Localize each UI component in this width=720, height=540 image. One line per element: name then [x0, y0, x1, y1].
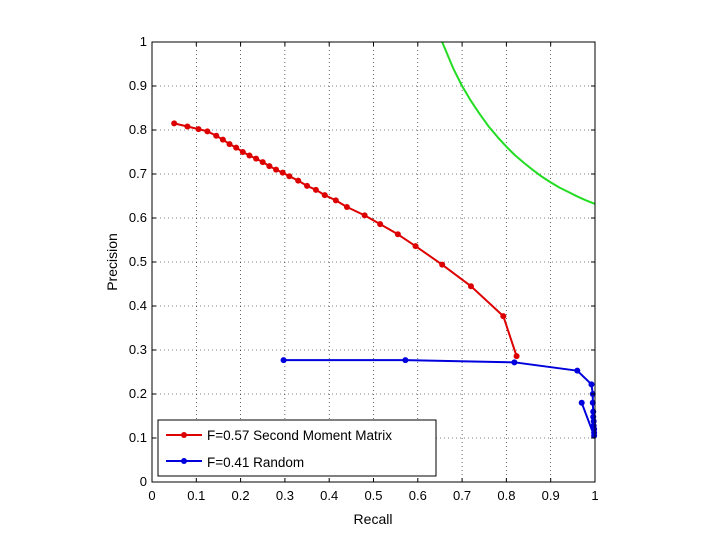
series-second-moment-matrix-point: [286, 173, 293, 180]
series-second-moment-matrix-point: [273, 166, 280, 173]
series-second-moment-matrix-point: [219, 136, 226, 143]
legend-box: [157, 419, 437, 477]
series-second-moment-matrix-point: [233, 144, 240, 151]
series-second-moment-matrix-point: [246, 152, 253, 159]
series-second-moment-matrix-point: [195, 126, 202, 133]
x-tick-label: 0.1: [187, 488, 205, 503]
x-tick-label: 0.7: [453, 488, 471, 503]
series-random-point: [589, 399, 596, 406]
series-second-moment-matrix-point: [377, 221, 384, 228]
series-second-moment-matrix-point: [312, 186, 319, 193]
series-random-point: [402, 357, 409, 364]
series-second-moment-matrix-point: [213, 132, 220, 139]
legend: F=0.57 Second Moment Matrix F=0.41 Rando…: [157, 419, 437, 477]
grid: [152, 42, 595, 482]
y-tick-label: 0.7: [129, 166, 147, 181]
y-tick-label: 0: [140, 474, 147, 489]
y-tick-label: 0.3: [129, 342, 147, 357]
y-tick-label: 0.6: [129, 210, 147, 225]
legend-label-second-moment: F=0.57 Second Moment Matrix: [207, 428, 392, 443]
ticks: 0 0.1 0.2 0.3 0.4 0.5 0.6 0.7 0.8 0.9 1 0 0.1 0.2 0.3 0…: [129, 34, 599, 503]
series-random-point: [511, 359, 518, 366]
x-tick-label: 0.2: [232, 488, 250, 503]
series-second-moment-matrix-point: [279, 169, 286, 176]
x-tick-label: 1: [591, 488, 598, 503]
series-second-moment-matrix-point: [266, 163, 273, 170]
series-second-moment-matrix-point: [321, 192, 328, 199]
series-layer: [171, 41, 598, 439]
series-f-contour-line: [441, 41, 596, 205]
x-tick-label: 0.3: [276, 488, 294, 503]
series-second-moment-matrix-point: [513, 353, 520, 360]
series-random-point: [591, 432, 598, 439]
series-random-point: [574, 367, 581, 374]
x-tick-label: 0.9: [542, 488, 560, 503]
series-random-point: [578, 399, 585, 406]
y-tick-label: 1: [140, 34, 147, 49]
legend-marker-random: [181, 458, 187, 464]
series-second-moment-matrix-point: [394, 231, 401, 238]
series-second-moment-matrix-point: [343, 204, 350, 210]
series-random-point: [280, 357, 287, 364]
series-second-moment-matrix-point: [295, 177, 302, 184]
series-second-moment-matrix-point: [253, 155, 260, 162]
series-second-moment-matrix-point: [171, 120, 178, 127]
x-tick-label: 0.4: [320, 488, 338, 503]
series-second-moment-matrix-point: [500, 313, 507, 320]
x-tick-label: 0.8: [497, 488, 515, 503]
series-random-point: [588, 381, 595, 388]
y-axis-label: Precision: [104, 233, 120, 291]
y-tick-label: 0.8: [129, 122, 147, 137]
series-second-moment-matrix-point: [226, 141, 233, 148]
x-axis-label: Recall: [354, 511, 393, 527]
x-tick-label: 0: [148, 488, 155, 503]
series-second-moment-matrix-point: [467, 283, 474, 290]
y-tick-label: 0.4: [129, 298, 147, 313]
series-second-moment-matrix-point: [361, 212, 368, 219]
x-tick-label: 0.6: [409, 488, 427, 503]
series-second-moment-matrix-point: [259, 159, 266, 166]
legend-marker-second-moment: [181, 432, 187, 438]
series-second-moment-matrix-point: [304, 182, 311, 189]
series-f-contour: [441, 41, 596, 205]
y-tick-label: 0.2: [129, 386, 147, 401]
series-second-moment-matrix-point: [204, 128, 211, 135]
series-second-moment-matrix-point: [239, 149, 246, 155]
x-tick-label: 0.5: [364, 488, 382, 503]
y-tick-label: 0.5: [129, 254, 147, 269]
series-second-moment-matrix-point: [439, 261, 446, 268]
y-tick-label: 0.1: [129, 430, 147, 445]
y-tick-label: 0.9: [129, 78, 147, 93]
series-second-moment-matrix-point: [184, 123, 191, 130]
series-second-moment-matrix-point: [412, 243, 419, 250]
legend-label-random: F=0.41 Random: [207, 455, 304, 470]
series-second-moment-matrix-point: [332, 197, 339, 204]
series-second-moment-matrix: [171, 120, 520, 360]
